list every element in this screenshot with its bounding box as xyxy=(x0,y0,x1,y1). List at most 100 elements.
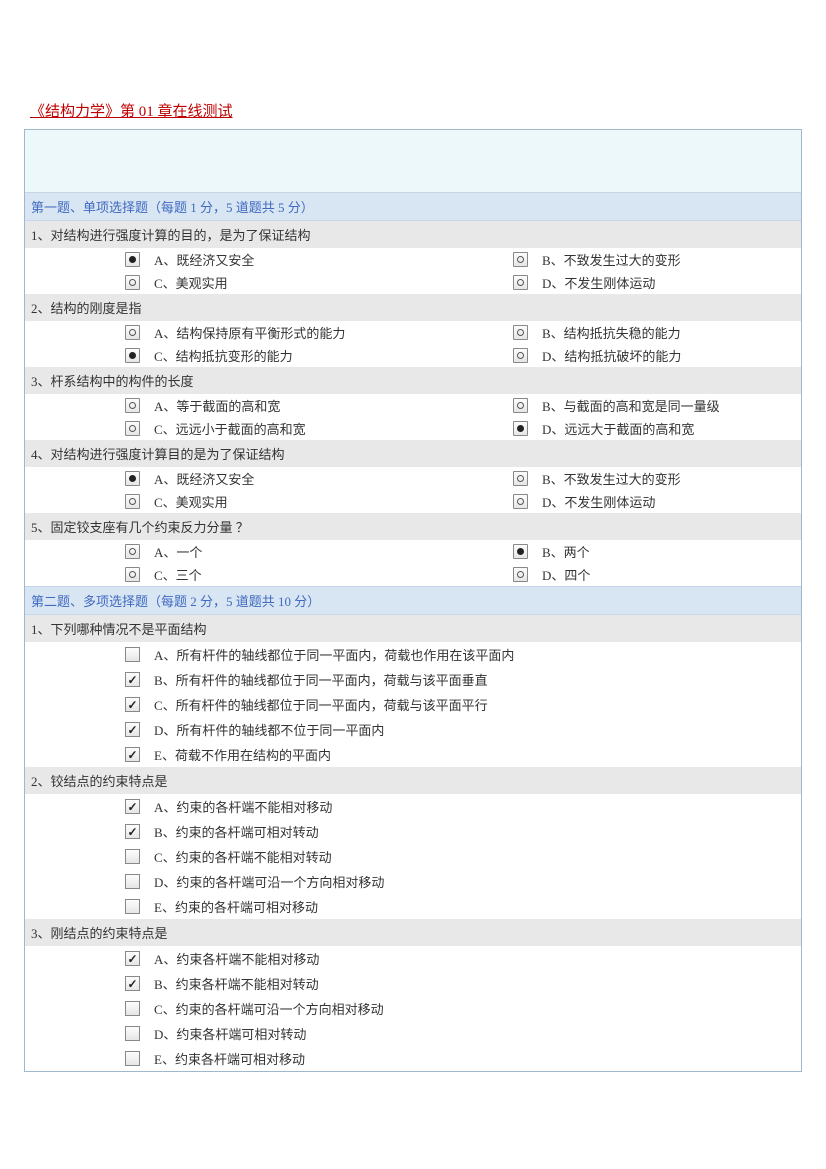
checkbox-option[interactable]: ✓E、荷载不作用在结构的平面内 xyxy=(25,742,801,767)
radio-empty-icon xyxy=(129,498,136,505)
checkbox-option[interactable]: C、约束的各杆端可沿一个方向相对移动 xyxy=(25,996,801,1021)
radio-option[interactable]: B、结构抵抗失稳的能力 xyxy=(413,321,801,344)
radio-empty-icon xyxy=(517,329,524,336)
checkbox-icon[interactable] xyxy=(125,1026,140,1041)
radio-option[interactable]: A、既经济又安全 xyxy=(25,467,413,490)
radio-option[interactable]: B、两个 xyxy=(413,540,801,563)
option-label: A、既经济又安全 xyxy=(154,250,254,269)
checkbox-option[interactable]: E、约束各杆端可相对移动 xyxy=(25,1046,801,1071)
checkbox-icon[interactable] xyxy=(125,874,140,889)
checkbox-icon[interactable]: ✓ xyxy=(125,951,140,966)
checkbox-option[interactable]: E、约束的各杆端可相对移动 xyxy=(25,894,801,919)
checkbox-icon[interactable] xyxy=(125,899,140,914)
checkbox-icon[interactable]: ✓ xyxy=(125,697,140,712)
checkbox-icon[interactable]: ✓ xyxy=(125,824,140,839)
radio-icon[interactable] xyxy=(513,348,528,363)
checkbox-icon[interactable]: ✓ xyxy=(125,722,140,737)
radio-icon[interactable] xyxy=(513,544,528,559)
radio-icon[interactable] xyxy=(513,421,528,436)
checkbox-icon[interactable]: ✓ xyxy=(125,672,140,687)
checkbox-icon[interactable]: ✓ xyxy=(125,976,140,991)
option-label: C、美观实用 xyxy=(154,273,228,292)
radio-option[interactable]: C、结构抵抗变形的能力 xyxy=(25,344,413,367)
checkbox-option[interactable]: ✓D、所有杆件的轴线都不位于同一平面内 xyxy=(25,717,801,742)
radio-icon[interactable] xyxy=(125,348,140,363)
question-stem: 1、对结构进行强度计算的目的，是为了保证结构 xyxy=(25,221,801,248)
radio-option[interactable]: A、既经济又安全 xyxy=(25,248,413,271)
radio-selected-icon xyxy=(129,256,136,263)
option-label: D、四个 xyxy=(542,565,590,584)
radio-option[interactable]: B、不致发生过大的变形 xyxy=(413,467,801,490)
radio-icon[interactable] xyxy=(513,494,528,509)
radio-option[interactable]: D、不发生刚体运动 xyxy=(413,271,801,294)
checkbox-icon[interactable]: ✓ xyxy=(125,799,140,814)
radio-empty-icon xyxy=(129,329,136,336)
checkbox-icon[interactable] xyxy=(125,849,140,864)
checkbox-icon[interactable]: ✓ xyxy=(125,747,140,762)
option-grid: A、一个 B、两个 C、三个 D、四个 xyxy=(25,540,801,586)
radio-option[interactable]: A、等于截面的高和宽 xyxy=(25,394,413,417)
radio-icon[interactable] xyxy=(513,567,528,582)
radio-empty-icon xyxy=(129,402,136,409)
radio-option[interactable]: C、远远小于截面的高和宽 xyxy=(25,417,413,440)
radio-icon[interactable] xyxy=(513,275,528,290)
question-stem: 3、杆系结构中的构件的长度 xyxy=(25,367,801,394)
checkmark-icon: ✓ xyxy=(127,724,137,736)
radio-option[interactable]: A、一个 xyxy=(25,540,413,563)
radio-empty-icon xyxy=(517,475,524,482)
radio-option[interactable]: C、美观实用 xyxy=(25,490,413,513)
radio-icon[interactable] xyxy=(513,325,528,340)
radio-icon[interactable] xyxy=(513,471,528,486)
radio-option[interactable]: B、不致发生过大的变形 xyxy=(413,248,801,271)
radio-icon[interactable] xyxy=(125,421,140,436)
radio-empty-icon xyxy=(517,279,524,286)
option-label: A、既经济又安全 xyxy=(154,469,254,488)
checkbox-option[interactable]: A、所有杆件的轴线都位于同一平面内，荷载也作用在该平面内 xyxy=(25,642,801,667)
checkmark-icon: ✓ xyxy=(127,699,137,711)
option-label: B、两个 xyxy=(542,542,590,561)
radio-icon[interactable] xyxy=(513,398,528,413)
checkbox-option[interactable]: C、约束的各杆端不能相对转动 xyxy=(25,844,801,869)
radio-option[interactable]: B、与截面的高和宽是同一量级 xyxy=(413,394,801,417)
option-label: E、约束的各杆端可相对移动 xyxy=(154,897,318,916)
page-title: 《结构力学》第 01 章在线测试 xyxy=(24,100,802,121)
checkbox-icon[interactable] xyxy=(125,647,140,662)
radio-icon[interactable] xyxy=(125,544,140,559)
radio-icon[interactable] xyxy=(125,471,140,486)
radio-option[interactable]: D、不发生刚体运动 xyxy=(413,490,801,513)
radio-selected-icon xyxy=(129,475,136,482)
option-label: D、远远大于截面的高和宽 xyxy=(542,419,694,438)
radio-option[interactable]: C、美观实用 xyxy=(25,271,413,294)
radio-icon[interactable] xyxy=(125,325,140,340)
radio-option[interactable]: D、远远大于截面的高和宽 xyxy=(413,417,801,440)
radio-option[interactable]: D、结构抵抗破坏的能力 xyxy=(413,344,801,367)
checkmark-icon: ✓ xyxy=(127,749,137,761)
radio-icon[interactable] xyxy=(125,398,140,413)
checkbox-option[interactable]: D、约束各杆端可相对转动 xyxy=(25,1021,801,1046)
radio-option[interactable]: C、三个 xyxy=(25,563,413,586)
radio-option[interactable]: A、结构保持原有平衡形式的能力 xyxy=(25,321,413,344)
option-label: D、结构抵抗破坏的能力 xyxy=(542,346,681,365)
radio-icon[interactable] xyxy=(125,252,140,267)
checkbox-icon[interactable] xyxy=(125,1051,140,1066)
checkbox-option[interactable]: D、约束的各杆端可沿一个方向相对移动 xyxy=(25,869,801,894)
radio-empty-icon xyxy=(517,571,524,578)
checkbox-option[interactable]: ✓B、约束各杆端不能相对转动 xyxy=(25,971,801,996)
radio-icon[interactable] xyxy=(513,252,528,267)
checkbox-option[interactable]: ✓A、约束各杆端不能相对移动 xyxy=(25,946,801,971)
radio-icon[interactable] xyxy=(125,494,140,509)
radio-selected-icon xyxy=(517,425,524,432)
checkbox-icon[interactable] xyxy=(125,1001,140,1016)
checkmark-icon: ✓ xyxy=(127,674,137,686)
radio-empty-icon xyxy=(517,402,524,409)
checkbox-option[interactable]: ✓B、所有杆件的轴线都位于同一平面内，荷载与该平面垂直 xyxy=(25,667,801,692)
radio-option[interactable]: D、四个 xyxy=(413,563,801,586)
radio-selected-icon xyxy=(517,548,524,555)
checkbox-option[interactable]: ✓C、所有杆件的轴线都位于同一平面内，荷载与该平面平行 xyxy=(25,692,801,717)
checkbox-option[interactable]: ✓A、约束的各杆端不能相对移动 xyxy=(25,794,801,819)
radio-icon[interactable] xyxy=(125,567,140,582)
section1-header: 第一题、单项选择题（每题 1 分，5 道题共 5 分） xyxy=(25,192,801,221)
radio-icon[interactable] xyxy=(125,275,140,290)
checkbox-option[interactable]: ✓B、约束的各杆端可相对转动 xyxy=(25,819,801,844)
option-label: B、结构抵抗失稳的能力 xyxy=(542,323,681,342)
